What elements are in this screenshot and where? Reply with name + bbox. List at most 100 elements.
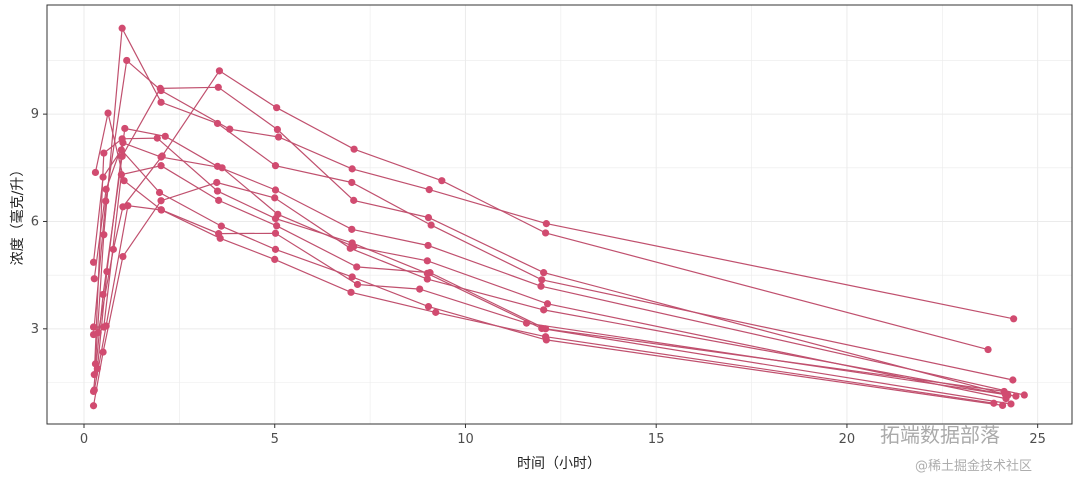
data-point [274, 210, 282, 218]
data-point [350, 145, 358, 153]
data-point [271, 186, 280, 194]
data-point [537, 282, 545, 290]
data-point [100, 149, 108, 157]
data-point [1001, 390, 1009, 398]
data-point [348, 225, 356, 233]
x-axis-label: 时间（小时） [517, 456, 601, 472]
data-point [100, 231, 108, 239]
data-point [353, 263, 361, 271]
data-point [542, 336, 550, 344]
data-point [353, 280, 362, 289]
data-point [157, 197, 165, 205]
series-line-2 [93, 137, 1012, 405]
y-tick-label: 9 [31, 107, 39, 122]
data-point [425, 186, 433, 194]
y-tick-label: 3 [31, 322, 39, 337]
data-point [273, 222, 281, 230]
data-point [158, 152, 166, 160]
data-point [423, 275, 431, 283]
data-point [213, 187, 222, 195]
data-point [990, 399, 998, 407]
data-point [226, 125, 234, 133]
data-point [109, 245, 117, 253]
data-point [271, 229, 280, 237]
data-point [157, 162, 165, 170]
data-point [540, 269, 548, 277]
data-point [274, 133, 283, 141]
data-point [118, 24, 126, 32]
data-point [348, 165, 356, 173]
data-point [89, 323, 98, 331]
data-point [153, 134, 161, 142]
data-point [213, 162, 222, 170]
data-point [541, 325, 550, 333]
data-point [117, 146, 125, 154]
data-point [123, 56, 131, 65]
data-point [91, 360, 100, 368]
data-point [102, 185, 110, 193]
data-point [99, 348, 107, 356]
data-point [90, 371, 98, 379]
data-point [438, 177, 446, 185]
data-point [100, 323, 108, 331]
x-tick-label: 20 [839, 432, 856, 447]
watermark: 拓端数据部落 [880, 423, 1000, 447]
data-point [427, 221, 435, 229]
data-point [416, 285, 424, 293]
data-point [99, 173, 107, 181]
data-point [215, 196, 223, 204]
data-point [271, 255, 279, 264]
x-tick-label: 25 [1029, 432, 1046, 447]
data-point [424, 241, 432, 250]
data-point [271, 245, 280, 253]
data-point [99, 290, 107, 299]
data-point [998, 401, 1007, 409]
axes: 0 5 10 15 20 25 3 6 9 [31, 107, 1046, 447]
data-point [271, 194, 279, 202]
data-point [423, 257, 431, 265]
data-point [426, 269, 434, 277]
data-point [118, 152, 126, 160]
data-point [119, 203, 127, 211]
data-point [350, 196, 358, 204]
data-point [214, 83, 222, 91]
data-point [538, 276, 546, 284]
data-point [157, 206, 165, 214]
data-point [432, 308, 440, 316]
data-point [215, 230, 223, 238]
series-line-9 [94, 112, 1016, 397]
data-point [346, 244, 354, 252]
data-point [543, 300, 552, 308]
watermark-sub: @稀土掘金技术社区 [915, 458, 1032, 474]
data-point [91, 168, 100, 177]
data-point [217, 222, 225, 230]
series-line-1 [92, 59, 1014, 335]
data-point [119, 139, 127, 147]
data-point [541, 229, 550, 237]
data-point [213, 178, 221, 187]
data-point [215, 67, 224, 75]
data-point [121, 124, 129, 133]
data-point [103, 267, 111, 276]
data-point [94, 329, 102, 337]
x-tick-label: 15 [648, 432, 665, 447]
series-line-7 [92, 181, 1009, 406]
series-line-12 [92, 86, 1006, 395]
data-point [1007, 400, 1015, 408]
data-point [271, 162, 280, 170]
data-point [1020, 391, 1028, 399]
data-point [157, 98, 165, 106]
data-point [347, 288, 355, 296]
data-point [102, 197, 110, 205]
data-point [119, 252, 127, 261]
data-point [424, 213, 433, 222]
data-point [120, 177, 128, 185]
data-point [104, 109, 112, 117]
data-point [522, 319, 531, 327]
data-point [89, 402, 98, 410]
series-line-10 [97, 69, 989, 351]
x-tick-label: 10 [457, 432, 474, 447]
data-point [273, 104, 281, 112]
data-point [89, 258, 98, 266]
